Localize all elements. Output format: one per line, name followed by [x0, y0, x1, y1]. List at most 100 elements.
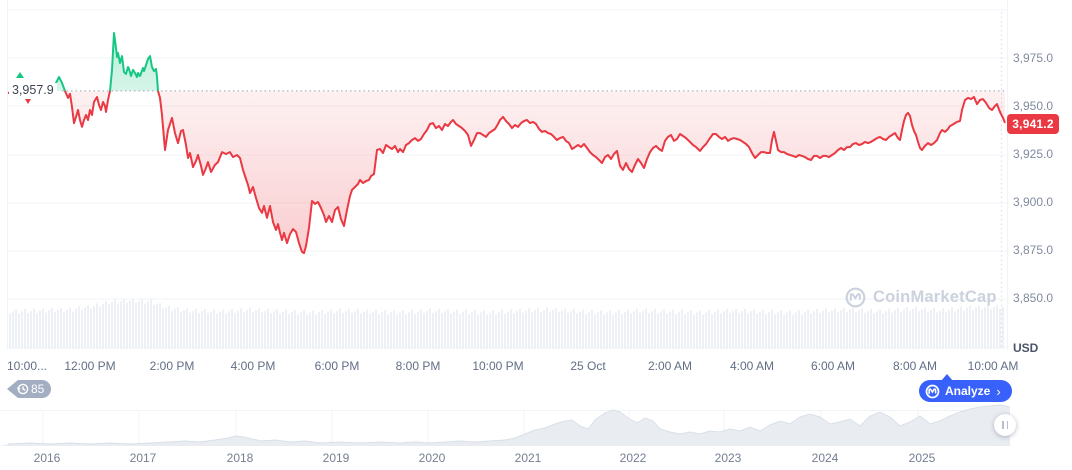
currency-unit-label: USD [1013, 341, 1039, 355]
volume-bar [18, 313, 20, 349]
down-arrow-icon [25, 99, 31, 104]
volume-bar [963, 310, 965, 349]
volume-bar [114, 299, 116, 349]
volume-bar [417, 311, 419, 349]
volume-bar [48, 310, 50, 349]
volume-bar [708, 310, 710, 349]
volume-bar [75, 308, 77, 349]
volume-bar [315, 314, 317, 349]
volume-bar [330, 309, 332, 349]
volume-bar [165, 307, 167, 349]
minimap-area[interactable] [0, 405, 1010, 446]
watermark: CoinMarketCap [845, 287, 997, 308]
volume-bar [261, 312, 263, 349]
volume-bar [951, 307, 953, 349]
volume-bar [867, 310, 869, 349]
volume-bar [342, 312, 344, 349]
volume-bar [324, 313, 326, 349]
volume-bar [789, 310, 791, 349]
volume-bar [171, 310, 173, 349]
volume-bar [243, 312, 245, 349]
volume-bar [210, 311, 212, 349]
volume-bar [162, 308, 164, 349]
volume-bar [93, 306, 95, 349]
volume-bar [432, 312, 434, 349]
volume-bar [198, 313, 200, 349]
volume-bar [861, 308, 863, 349]
volume-bar [57, 310, 59, 349]
volume-bar [741, 311, 743, 349]
volume-bar [510, 309, 512, 349]
watermark-text: CoinMarketCap [873, 288, 997, 306]
volume-bar [684, 314, 686, 349]
volume-bar [255, 310, 257, 349]
volume-bar [837, 312, 839, 349]
volume-bar [441, 313, 443, 349]
volume-bar [939, 310, 941, 349]
price-line-down [7, 90, 1006, 255]
volume-bar [372, 311, 374, 349]
volume-bar [555, 307, 557, 349]
volume-bar [1002, 306, 1004, 349]
volume-bar [456, 309, 458, 349]
volume-bar [786, 312, 788, 349]
volume-bar [807, 309, 809, 349]
volume-bar [672, 309, 674, 349]
y-axis-label: 3,950.0 [1013, 99, 1054, 113]
volume-bar [381, 312, 383, 349]
volume-bar [627, 309, 629, 349]
volume-bar [429, 308, 431, 349]
volume-bar [879, 309, 881, 349]
x-axis-label: 10:00 AM [967, 359, 1019, 373]
volume-bar [945, 312, 947, 349]
volume-bar [828, 312, 830, 349]
history-count-badge[interactable]: 85 [5, 378, 53, 400]
volume-bar [213, 309, 215, 349]
volume-bar [987, 305, 989, 349]
volume-bar [618, 310, 620, 349]
volume-bar [723, 311, 725, 349]
volume-bar [972, 309, 974, 349]
volume-bar [105, 300, 107, 349]
volume-bar [564, 308, 566, 349]
volume-bar [975, 307, 977, 349]
volume-bar [621, 314, 623, 349]
volume-bar [471, 312, 473, 349]
volume-bar [942, 308, 944, 349]
analyze-button[interactable]: Analyze › [919, 380, 1012, 402]
y-axis-label: 3,900.0 [1013, 195, 1054, 209]
volume-bar [423, 313, 425, 349]
volume-bar [309, 312, 311, 349]
volume-bar [504, 313, 506, 349]
coinmarketcap-logo-icon [845, 287, 866, 308]
volume-bar [903, 309, 905, 349]
volume-bar [39, 310, 41, 349]
volume-bar [156, 304, 158, 349]
volume-bar [396, 314, 398, 349]
volume-bar [459, 313, 461, 349]
volume-bar [369, 313, 371, 349]
volume-bar [663, 309, 665, 349]
x-axis-label: 2:00 PM [149, 359, 195, 373]
volume-bar [477, 314, 479, 349]
volume-bar [594, 314, 596, 349]
timeline-scrubber-handle[interactable] [994, 414, 1016, 436]
volume-bar [495, 314, 497, 349]
volume-bar [609, 310, 611, 349]
volume-bar [240, 308, 242, 349]
x-axis-label: 4:00 PM [230, 359, 276, 373]
volume-bar [306, 314, 308, 349]
y-axis-label: 3,850.0 [1013, 291, 1054, 305]
volume-bar [333, 313, 335, 349]
volume-bar [30, 311, 32, 349]
volume-bar [726, 308, 728, 349]
volume-bar [435, 310, 437, 349]
volume-bar [465, 309, 467, 349]
x-axis-label: 10:00 PM [472, 359, 524, 373]
volume-bar [507, 311, 509, 349]
volume-bar [936, 312, 938, 349]
volume-bar [831, 310, 833, 349]
volume-bar [528, 308, 530, 349]
x-axis-label: 10:00... [6, 359, 48, 373]
